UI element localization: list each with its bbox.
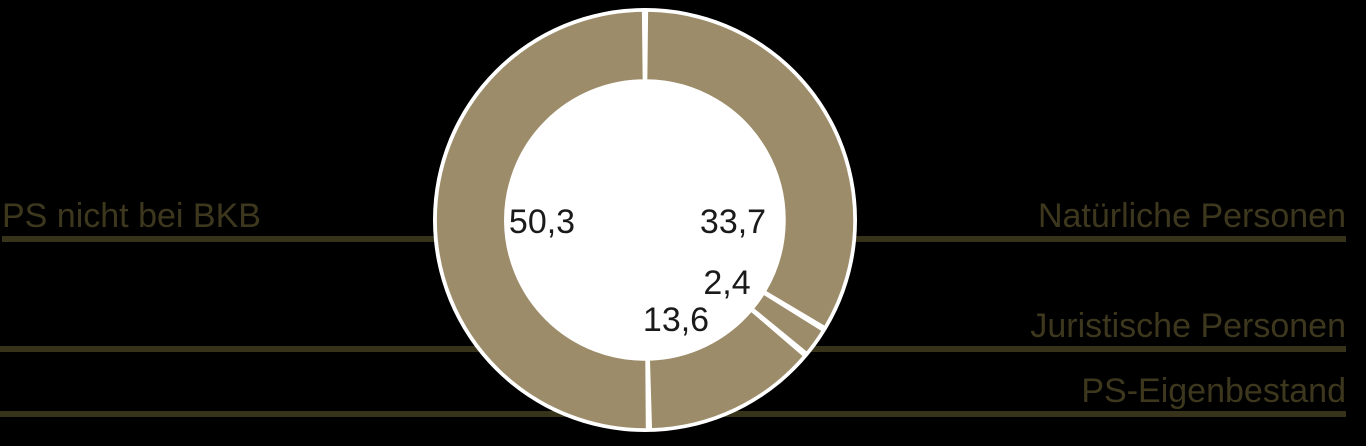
svg-text:Natürliche Personen: Natürliche Personen	[1038, 197, 1346, 235]
svg-text:13,6: 13,6	[643, 301, 709, 339]
svg-text:33,7: 33,7	[700, 203, 766, 241]
svg-text:PS nicht bei BKB: PS nicht bei BKB	[2, 197, 261, 235]
svg-text:50,3: 50,3	[509, 203, 575, 241]
svg-text:2,4: 2,4	[703, 264, 750, 302]
svg-text:PS-Eigenbestand: PS-Eigenbestand	[1081, 372, 1346, 410]
svg-text:Juristische Personen: Juristische Personen	[1030, 307, 1346, 345]
